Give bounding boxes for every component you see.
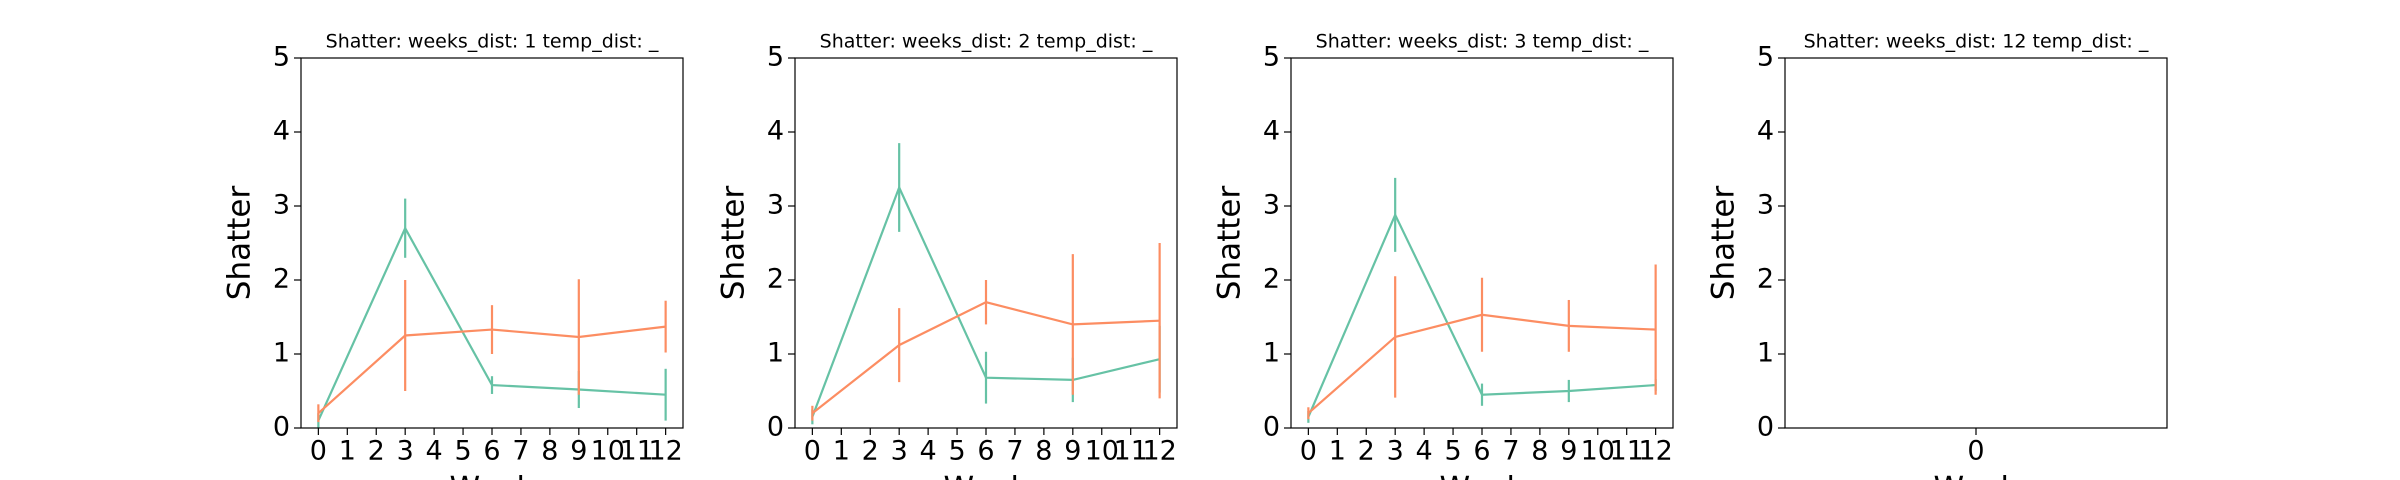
- axes-frame: [794, 57, 1178, 429]
- y-tick-label: 5: [1263, 42, 1280, 73]
- x-tick-label: 9: [1064, 436, 1081, 467]
- x-tick-label: 12: [1142, 436, 1176, 467]
- x-axis-label: Week: [1440, 471, 1525, 480]
- x-tick-label: 12: [648, 436, 682, 467]
- y-tick-label: 2: [767, 264, 784, 295]
- y-tick-label: 1: [273, 338, 290, 369]
- x-axis-label: Week: [1934, 471, 2019, 480]
- x-tick-label: 5: [454, 436, 471, 467]
- y-tick-label: 0: [273, 412, 290, 443]
- subplot-title: Shatter: weeks_dist: 3 temp_dist: _: [1316, 31, 1649, 53]
- x-tick-label: 4: [426, 436, 443, 467]
- x-tick-label: 7: [1006, 436, 1023, 467]
- x-tick-label: 8: [1531, 436, 1548, 467]
- x-tick-label: 11: [1114, 436, 1148, 467]
- axes-frame: [1784, 57, 2168, 429]
- y-tick-label: 2: [273, 264, 290, 295]
- y-axis-label: Shatter: [1706, 186, 1742, 301]
- x-tick-label: 4: [920, 436, 937, 467]
- y-tick-label: 3: [1757, 190, 1774, 221]
- y-tick-label: 1: [1757, 338, 1774, 369]
- x-tick-label: 2: [862, 436, 879, 467]
- x-tick-label: 1: [1329, 436, 1346, 467]
- x-tick-label: 11: [1610, 436, 1644, 467]
- y-tick-label: 4: [1757, 116, 1774, 147]
- x-tick-label: 10: [1581, 436, 1615, 467]
- x-tick-label: 0: [310, 436, 327, 467]
- x-tick-label: 3: [397, 436, 414, 467]
- y-tick-label: 0: [1757, 412, 1774, 443]
- x-tick-label: 2: [1358, 436, 1375, 467]
- x-tick-label: 6: [1473, 436, 1490, 467]
- y-axis-label: Shatter: [716, 186, 752, 301]
- subplot-title: Shatter: weeks_dist: 2 temp_dist: _: [820, 31, 1153, 53]
- y-axis-label: Shatter: [222, 186, 258, 301]
- x-tick-label: 5: [1444, 436, 1461, 467]
- x-tick-label: 12: [1638, 436, 1672, 467]
- axes-frame: [1290, 57, 1674, 429]
- x-tick-label: 9: [1560, 436, 1577, 467]
- y-tick-label: 1: [1263, 338, 1280, 369]
- x-tick-label: 6: [483, 436, 500, 467]
- y-tick-label: 3: [273, 190, 290, 221]
- x-axis-label: Week: [450, 471, 535, 480]
- x-tick-label: 3: [891, 436, 908, 467]
- y-tick-label: 4: [1263, 116, 1280, 147]
- x-tick-label: 1: [339, 436, 356, 467]
- axes-frame: [300, 57, 684, 429]
- x-tick-label: 0: [1300, 436, 1317, 467]
- y-tick-label: 5: [273, 42, 290, 73]
- x-tick-label: 7: [512, 436, 529, 467]
- x-tick-label: 5: [948, 436, 965, 467]
- x-tick-label: 1: [833, 436, 850, 467]
- x-tick-label: 8: [1035, 436, 1052, 467]
- x-tick-label: 4: [1416, 436, 1433, 467]
- x-tick-label: 8: [541, 436, 558, 467]
- x-tick-label: 7: [1502, 436, 1519, 467]
- y-tick-label: 0: [1263, 412, 1280, 443]
- subplot-title: Shatter: weeks_dist: 12 temp_dist: _: [1804, 31, 2149, 53]
- y-tick-label: 0: [767, 412, 784, 443]
- y-tick-label: 4: [273, 116, 290, 147]
- x-tick-label: 3: [1387, 436, 1404, 467]
- y-tick-label: 2: [1263, 264, 1280, 295]
- y-tick-label: 1: [767, 338, 784, 369]
- x-tick-label: 2: [368, 436, 385, 467]
- x-tick-label: 0: [1967, 436, 1984, 467]
- y-tick-label: 2: [1757, 264, 1774, 295]
- x-tick-label: 11: [620, 436, 654, 467]
- y-tick-label: 5: [1757, 42, 1774, 73]
- y-tick-label: 4: [767, 116, 784, 147]
- x-tick-label: 10: [1085, 436, 1119, 467]
- x-tick-label: 10: [591, 436, 625, 467]
- y-axis-label: Shatter: [1212, 186, 1248, 301]
- y-tick-label: 3: [767, 190, 784, 221]
- x-tick-label: 6: [977, 436, 994, 467]
- y-tick-label: 3: [1263, 190, 1280, 221]
- y-tick-label: 5: [767, 42, 784, 73]
- x-axis-label: Week: [944, 471, 1029, 480]
- x-tick-label: 9: [570, 436, 587, 467]
- x-tick-label: 0: [804, 436, 821, 467]
- subplot-title: Shatter: weeks_dist: 1 temp_dist: _: [326, 31, 659, 53]
